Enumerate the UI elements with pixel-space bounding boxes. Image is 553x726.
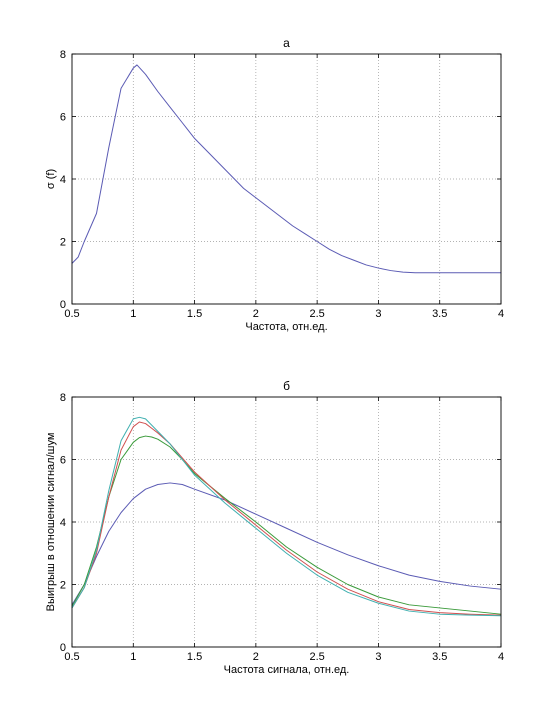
- x-axis-label: Частота, отн.ед.: [245, 321, 327, 333]
- x-tick-label: 3: [375, 308, 381, 320]
- chart-title: б: [283, 379, 290, 393]
- x-tick-label: 2: [253, 308, 259, 320]
- chart-b: 0.5 1 1.5 2 2.5 3 3.5 4 0 2 4 6 8 б Частота сигнала, о…: [45, 379, 504, 676]
- y-tick-label: 0: [60, 299, 66, 311]
- x-tick-label: 0.5: [64, 651, 79, 663]
- y-axis-label: σ (f): [45, 169, 57, 189]
- y-axis-label: Выигрыш в отношении сигнал/шум: [45, 433, 57, 612]
- series-line-4: [71, 416, 502, 617]
- series-line-3: [71, 421, 502, 616]
- x-tick-label: 3: [375, 651, 381, 663]
- series-line-1: [71, 64, 501, 274]
- x-tick-label: 1: [130, 308, 136, 320]
- x-tick-label: 1.5: [187, 651, 202, 663]
- plot-area: [72, 54, 501, 304]
- x-tick-label: 4: [498, 308, 504, 320]
- x-tick-label: 3.5: [432, 308, 447, 320]
- y-tick-label: 4: [60, 174, 66, 186]
- x-tick-label: 2: [253, 651, 259, 663]
- y-tick-label: 2: [60, 580, 66, 592]
- y-tick-label: 0: [60, 642, 66, 654]
- y-tick-label: 6: [60, 112, 66, 124]
- x-tick-label: 1: [130, 651, 136, 663]
- chart-a: 0.5 1 1.5 2 2.5 3 3.5 4 0 2 4 6 8 а Частота, отн.ед. σ …: [45, 36, 504, 333]
- y-tick-label: 8: [60, 392, 66, 404]
- chart-title: а: [283, 36, 290, 50]
- y-tick-label: 8: [60, 49, 66, 61]
- x-tick-label: 3.5: [432, 651, 447, 663]
- x-tick-label: 2.5: [309, 308, 324, 320]
- series-line-1: [71, 482, 502, 606]
- x-axis-label: Частота сигнала, отн.ед.: [224, 664, 350, 676]
- x-tick-label: 2.5: [309, 651, 324, 663]
- y-tick-label: 4: [60, 517, 66, 529]
- x-tick-label: 1.5: [187, 308, 202, 320]
- plot-area: [72, 397, 501, 647]
- y-tick-label: 6: [60, 455, 66, 467]
- y-tick-label: 2: [60, 237, 66, 249]
- x-tick-label: 4: [498, 651, 504, 663]
- x-tick-label: 0.5: [64, 308, 79, 320]
